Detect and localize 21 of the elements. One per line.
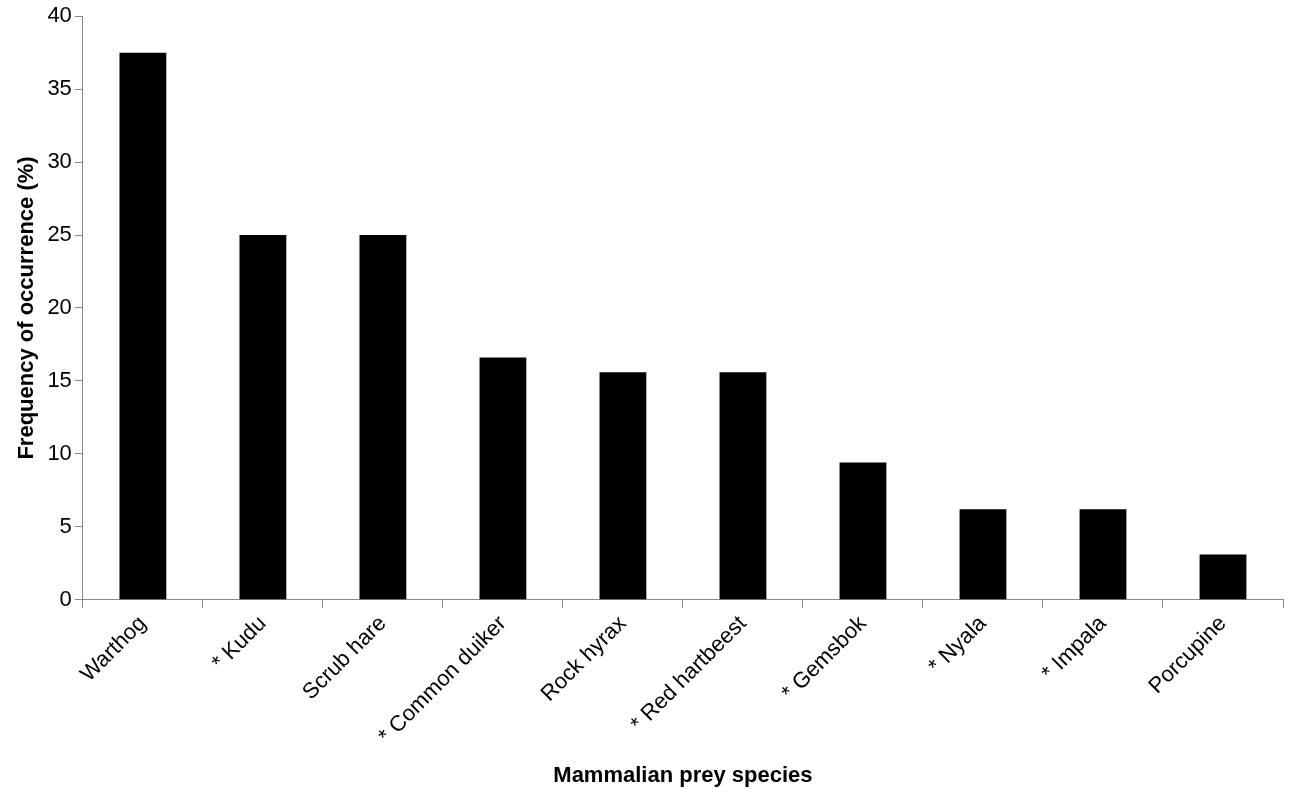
y-tick-label: 25 xyxy=(47,221,72,247)
y-tick-label: 15 xyxy=(47,366,72,392)
bar xyxy=(1079,509,1127,600)
bar xyxy=(359,235,407,600)
bar xyxy=(959,509,1007,600)
y-tick-label: 40 xyxy=(47,2,72,28)
y-axis-title: Frequency of occurrence (%) xyxy=(13,156,39,460)
y-tick-label: 5 xyxy=(59,512,72,538)
bar xyxy=(479,357,527,600)
bar xyxy=(239,235,287,600)
y-tick-label: 10 xyxy=(47,439,72,465)
bar xyxy=(1199,554,1247,600)
bar xyxy=(119,52,167,600)
x-axis-title: Mammalian prey species xyxy=(553,761,813,787)
y-tick-label: 30 xyxy=(47,148,72,174)
y-tick-label: 35 xyxy=(47,75,72,101)
bar xyxy=(839,462,887,600)
bar xyxy=(599,372,647,600)
y-tick-label: 20 xyxy=(47,294,72,320)
bar xyxy=(719,372,767,600)
y-tick-label: 0 xyxy=(59,585,72,611)
